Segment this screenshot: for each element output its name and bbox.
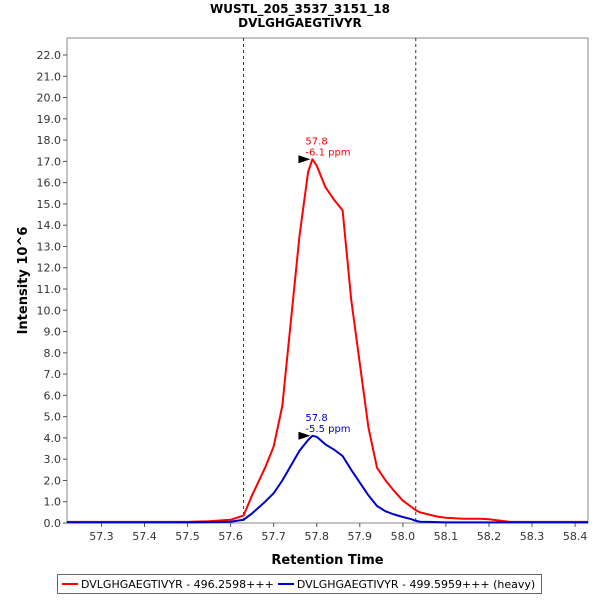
x-tick-label: 57.3 [89,530,114,543]
x-axis-label: Retention Time [271,553,383,568]
x-tick-label: 58.2 [477,530,502,543]
y-tick-label: 11.0 [37,283,62,296]
y-tick-label: 22.0 [37,49,62,62]
y-tick-label: 0.0 [44,517,62,530]
y-tick-label: 7.0 [44,368,62,381]
peak-marker-arrow [298,155,311,164]
y-tick-label: 9.0 [44,326,62,339]
x-tick-label: 58.4 [563,530,588,543]
series-line-light [67,158,588,523]
chart-title: WUSTL_205_3537_3151_18 [210,2,390,16]
legend-item-light: DVLGHGAEGTIVYR - 496.2598+++ [62,578,274,591]
y-tick-label: 14.0 [37,219,62,232]
y-tick-label: 13.0 [37,240,62,253]
y-tick-label: 20.0 [37,92,62,105]
peak-ppm-label: -5.5 ppm [305,424,350,435]
legend: DVLGHGAEGTIVYR - 496.2598+++ DVLGHGAEGTI… [57,574,542,594]
y-tick-label: 16.0 [37,177,62,190]
y-tick-label: 21.0 [37,70,62,83]
y-tick-label: 15.0 [37,198,62,211]
x-tick-label: 58.3 [520,530,545,543]
x-tick-label: 58.1 [434,530,459,543]
chart-subtitle: DVLGHGAEGTIVYR [238,16,362,30]
x-tick-label: 57.9 [348,530,373,543]
y-tick-label: 1.0 [44,496,62,509]
legend-label-heavy: DVLGHGAEGTIVYR - 499.5959+++ (heavy) [296,577,536,591]
legend-swatch-light [62,583,78,585]
y-tick-label: 5.0 [44,411,62,424]
y-tick-label: 19.0 [37,113,62,126]
x-tick-label: 57.8 [304,530,329,543]
y-tick-label: 6.0 [44,389,62,402]
y-axis-label: Intensity 10^6 [16,227,31,335]
x-tick-label: 58.0 [391,530,416,543]
y-tick-label: 10.0 [37,304,62,317]
y-tick-label: 18.0 [37,134,62,147]
y-tick-label: 8.0 [44,347,62,360]
legend-swatch-heavy [277,583,294,585]
peak-marker-arrow [298,431,311,440]
peak-ppm-label: -6.1 ppm [305,147,350,158]
peak-rt-label: 57.8 [305,136,327,147]
legend-label-light: DVLGHGAEGTIVYR - 496.2598+++ [81,577,274,591]
plot-area [66,37,589,524]
y-tick-label: 4.0 [44,432,62,445]
x-tick-label: 57.5 [175,530,200,543]
series-line-heavy [67,434,588,524]
x-tick-label: 57.4 [132,530,157,543]
y-tick-label: 3.0 [44,453,62,466]
x-tick-label: 57.7 [261,530,286,543]
y-tick-label: 12.0 [37,262,62,275]
peak-rt-label: 57.8 [305,413,327,424]
legend-item-heavy: DVLGHGAEGTIVYR - 499.5959+++ (heavy) [277,577,536,591]
x-tick-label: 57.6 [218,530,243,543]
y-tick-label: 2.0 [44,474,62,487]
y-tick-label: 17.0 [37,155,62,168]
